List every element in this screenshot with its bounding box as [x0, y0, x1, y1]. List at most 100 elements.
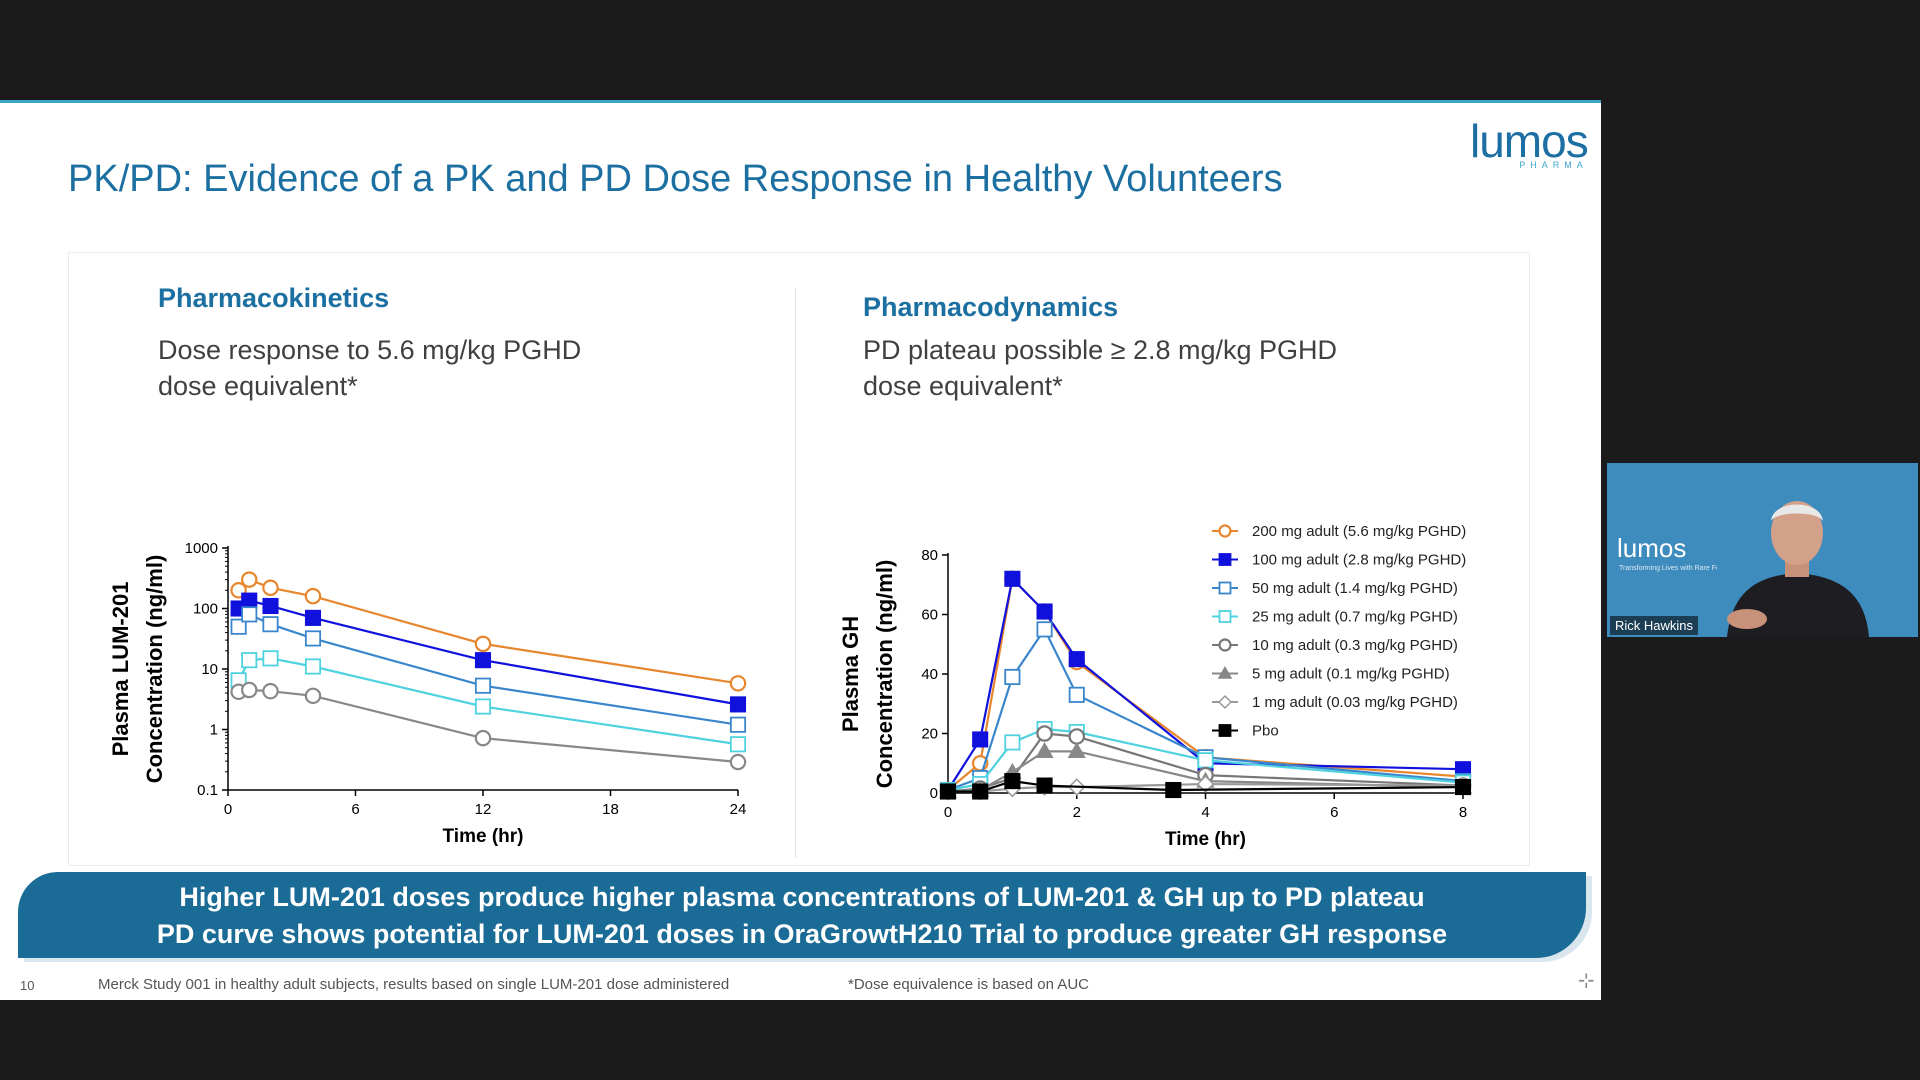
y-tick-label: 80: [921, 547, 938, 564]
data-point: [1036, 777, 1053, 794]
legend-label: 5 mg adult (0.1 mg/kg PGHD): [1252, 666, 1450, 683]
footnote-study: Merck Study 001 in healthy adult subject…: [98, 976, 730, 993]
conclusion-banner: Higher LUM-201 doses produce higher plas…: [18, 872, 1586, 958]
data-point: [1068, 651, 1085, 668]
panel-divider: [795, 288, 796, 858]
data-point: [230, 618, 247, 635]
data-point: [262, 579, 279, 597]
logo-word: lumos: [1470, 115, 1589, 167]
crosshair-icon: ⊹: [1578, 970, 1595, 992]
data-point: [304, 687, 322, 705]
data-point: [1036, 603, 1053, 620]
person-icon: [1717, 481, 1877, 637]
y-tick-label: 10: [201, 661, 218, 678]
data-point: [474, 698, 492, 715]
legend-marker: [1217, 665, 1233, 679]
x-tick-label: 2: [1073, 804, 1081, 821]
legend-label: 1 mg adult (0.03 mg/kg PGHD): [1252, 694, 1458, 711]
data-point: [1165, 781, 1182, 799]
data-point: [304, 658, 322, 675]
data-point: [972, 731, 989, 748]
legend-marker: [1218, 638, 1232, 652]
lumos-logo: lumos PHARMA: [1470, 115, 1589, 170]
y-tick-label: 20: [921, 726, 938, 743]
legend-marker: [1218, 553, 1232, 566]
pd-chart: 0 20 40 60 80 0 2 4 6 8 Time (hr) Plasma GH Concentr…: [838, 523, 1473, 850]
data-point: [1067, 742, 1086, 758]
data-point: [1004, 773, 1021, 790]
y-axis-label: Plasma GH: [838, 616, 863, 732]
data-point: [1004, 734, 1021, 751]
data-point: [1196, 775, 1215, 793]
video-tagline: Transforming Lives with Rare Focus: [1619, 565, 1731, 572]
y-axis-label: Concentration (ng/ml): [872, 560, 897, 789]
data-point: [241, 606, 258, 623]
banner-line1: Higher LUM-201 doses produce higher plas…: [179, 882, 1425, 912]
data-point: [729, 675, 747, 692]
slide-title: PK/PD: Evidence of a PK and PD Dose Resp…: [68, 158, 1283, 200]
data-point: [1197, 752, 1214, 769]
data-point: [1036, 621, 1053, 638]
legend-marker: [1218, 524, 1232, 538]
footnote-dose-equivalence: *Dose equivalence is based on AUC: [848, 976, 1089, 993]
data-point: [304, 630, 322, 647]
legend-marker: [1218, 581, 1232, 595]
data-point: [1454, 778, 1472, 796]
data-point: [474, 677, 492, 694]
data-point: [1004, 570, 1021, 587]
pd-heading: Pharmacodynamics: [863, 292, 1119, 322]
data-point: [241, 652, 258, 669]
y-tick-label: 100: [193, 601, 218, 618]
x-tick-label: 0: [944, 804, 952, 821]
pk-subtitle-line1: Dose response to 5.6 mg/kg PGHD: [158, 335, 582, 365]
y-axis-label: Concentration (ng/ml): [142, 555, 167, 784]
y-tick-label: 60: [921, 607, 938, 624]
data-point: [1036, 725, 1053, 742]
pd-subtitle-line2: dose equivalent*: [863, 371, 1063, 401]
data-point: [1068, 686, 1085, 703]
legend-marker: [1218, 610, 1232, 623]
pk-subtitle: Dose response to 5.6 mg/kg PGHD dose equ…: [158, 332, 581, 404]
data-point: [474, 635, 492, 653]
video-logo: lumos: [1617, 533, 1687, 563]
data-point: [729, 736, 747, 753]
data-point: [241, 681, 258, 699]
legend-label: 50 mg adult (1.4 mg/kg PGHD): [1252, 580, 1458, 597]
video-thumbnail[interactable]: lumos Transforming Lives with Rare Focus…: [1607, 463, 1918, 637]
data-point: [262, 650, 279, 667]
data-point: [939, 783, 957, 800]
legend-marker: [1217, 694, 1233, 710]
data-point: [262, 682, 279, 700]
x-tick-label: 6: [351, 801, 359, 818]
x-tick-label: 12: [475, 801, 492, 818]
x-tick-label: 0: [224, 801, 232, 818]
legend-label: 25 mg adult (0.7 mg/kg PGHD): [1252, 609, 1458, 626]
data-point: [729, 716, 747, 733]
data-point: [474, 729, 492, 747]
participant-name: Rick Hawkins: [1610, 616, 1699, 635]
page-number: 10: [20, 978, 35, 993]
x-tick-label: 6: [1330, 804, 1338, 821]
pk-heading: Pharmacokinetics: [158, 283, 390, 313]
legend-label: 100 mg adult (2.8 mg/kg PGHD): [1252, 552, 1466, 569]
data-point: [304, 587, 322, 605]
x-tick-label: 8: [1459, 804, 1467, 821]
data-point: [729, 753, 747, 771]
slide-top-border: [0, 100, 1601, 103]
legend-marker: [1218, 724, 1232, 737]
x-axis-label: Time (hr): [443, 826, 524, 847]
legend-label: Pbo: [1252, 723, 1279, 740]
data-point: [1035, 742, 1054, 758]
pd-subtitle-line1: PD plateau possible ≥ 2.8 mg/kg PGHD: [863, 335, 1338, 365]
data-point: [972, 783, 989, 800]
data-point: [241, 571, 258, 588]
x-tick-label: 18: [602, 801, 619, 818]
data-point: [729, 696, 747, 713]
pk-subtitle-line2: dose equivalent*: [158, 371, 358, 401]
data-point: [262, 597, 279, 615]
logo-sub: PHARMA: [1519, 160, 1588, 170]
slide: PK/PD: Evidence of a PK and PD Dose Resp…: [0, 100, 1601, 1000]
y-tick-label: 0.1: [197, 782, 218, 799]
pk-chart: 0.1 1 10 100 1000 0 6 12 18 24 Time (hr) Plasma LUM…: [108, 540, 747, 847]
data-point: [1068, 728, 1086, 745]
